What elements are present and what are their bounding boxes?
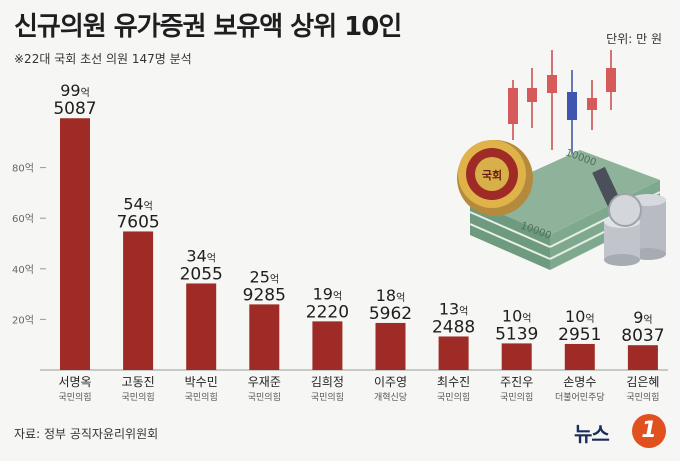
data-label-eok-unit: 억: [522, 312, 531, 324]
x-tick-label-party: 더불어민주당: [555, 392, 605, 403]
bar-7: [438, 336, 469, 370]
x-tick-label-name: 우재준: [248, 375, 281, 389]
y-tick-label: 40억: [12, 264, 34, 276]
x-tick-label-name: 김은혜: [626, 375, 659, 389]
data-label-eok: 54억: [123, 194, 153, 213]
bar-5: [312, 321, 343, 370]
data-label-man: 2488: [432, 317, 475, 337]
data-label-eok-unit: 억: [207, 252, 216, 264]
data-label-eok-unit: 억: [459, 305, 468, 317]
candlestick-icon: [508, 50, 616, 160]
x-tick-label-name: 서명옥: [58, 375, 91, 389]
x-tick-label-name: 주진우: [500, 375, 533, 389]
data-label-eok-value: 13: [439, 299, 459, 318]
data-label-man: 2055: [180, 264, 223, 284]
data-label-eok-value: 34: [186, 246, 206, 265]
x-tick-label-name: 김희정: [311, 375, 344, 389]
data-label-eok-value: 10: [565, 307, 585, 326]
logo-text: 뉴스: [574, 422, 610, 446]
data-label-eok-unit: 억: [270, 273, 279, 285]
bar-4: [249, 304, 280, 370]
bar-6: [375, 322, 406, 370]
data-label-eok-unit: 억: [643, 314, 652, 326]
x-tick-label-party: 개혁신당: [374, 392, 407, 403]
data-label-eok: 34억: [186, 246, 216, 265]
data-label-eok-unit: 억: [396, 292, 405, 304]
y-tick-label: 80억: [12, 163, 34, 175]
data-label-man: 2220: [306, 302, 349, 322]
bar-2: [123, 231, 154, 370]
x-tick-label-name: 최수진: [437, 375, 470, 389]
data-label-eok: 10억: [502, 306, 532, 325]
x-tick-label-party: 국민의힘: [185, 392, 218, 403]
logo-mark: 1: [632, 414, 666, 448]
data-label-eok: 9억: [633, 308, 652, 327]
chart-title: 신규의원 유가증권 보유액 상위 10인: [14, 12, 402, 42]
unit-note: 단위: 만 원: [606, 32, 662, 46]
bar-9: [564, 343, 595, 370]
badge-label: 국회: [482, 168, 502, 182]
data-label-eok-value: 19: [313, 284, 333, 303]
x-tick-label-party: 국민의힘: [626, 392, 659, 403]
coin-stack-icon: [604, 193, 666, 266]
data-label-man: 5139: [495, 324, 538, 344]
data-label-eok-unit: 억: [81, 87, 90, 99]
data-label-eok-value: 9: [633, 308, 643, 327]
x-tick-label-party: 국민의힘: [248, 392, 281, 403]
x-tick-label-name: 박수민: [185, 375, 218, 389]
x-tick-label-party: 국민의힘: [122, 392, 155, 403]
data-label-man: 7605: [116, 212, 159, 232]
data-label-eok: 10억: [565, 307, 595, 326]
data-label-man: 2951: [558, 325, 601, 345]
data-label-eok: 25억: [250, 267, 280, 286]
data-label-eok-unit: 억: [144, 200, 153, 212]
news1-logo: 뉴스 1: [574, 412, 674, 452]
x-tick-label-party: 국민의힘: [437, 392, 470, 403]
source-note: 자료: 정부 공직자윤리위원회: [14, 427, 159, 441]
bar-10: [627, 345, 658, 370]
assembly-badge-icon: 국회: [457, 140, 533, 216]
bar-3: [186, 283, 217, 370]
y-tick-label: 20억: [12, 314, 34, 326]
data-label-eok: 18억: [376, 286, 406, 305]
data-label-eok-unit: 억: [333, 290, 342, 302]
data-label-eok-value: 10: [502, 306, 522, 325]
bar-8: [501, 343, 532, 370]
x-tick-label-name: 손명수: [563, 375, 596, 389]
x-tick-label-party: 국민의힘: [500, 392, 533, 403]
bar-1: [60, 118, 90, 371]
data-label-eok: 19억: [313, 284, 343, 303]
x-tick-label-party: 국민의힘: [311, 392, 344, 403]
x-tick-label-name: 이주영: [374, 375, 407, 389]
data-label-eok-value: 99: [60, 81, 80, 100]
x-tick-label-name: 고동진: [122, 375, 155, 389]
y-tick-label: 60억: [12, 213, 34, 225]
data-label-man: 9285: [243, 285, 286, 305]
data-label-man: 5087: [53, 99, 96, 119]
data-label-eok-value: 18: [376, 286, 396, 305]
data-label-eok-value: 25: [250, 267, 270, 286]
data-label-man: 5962: [369, 304, 412, 324]
data-label-eok: 99억: [60, 81, 90, 100]
data-label-eok-unit: 억: [585, 313, 594, 325]
data-label-eok: 13억: [439, 299, 469, 318]
x-tick-label-party: 국민의힘: [58, 392, 91, 403]
data-label-man: 8037: [621, 326, 664, 346]
data-label-eok-value: 54: [123, 194, 143, 213]
chart-subtitle: ※22대 국회 초선 의원 147명 분석: [14, 52, 192, 66]
